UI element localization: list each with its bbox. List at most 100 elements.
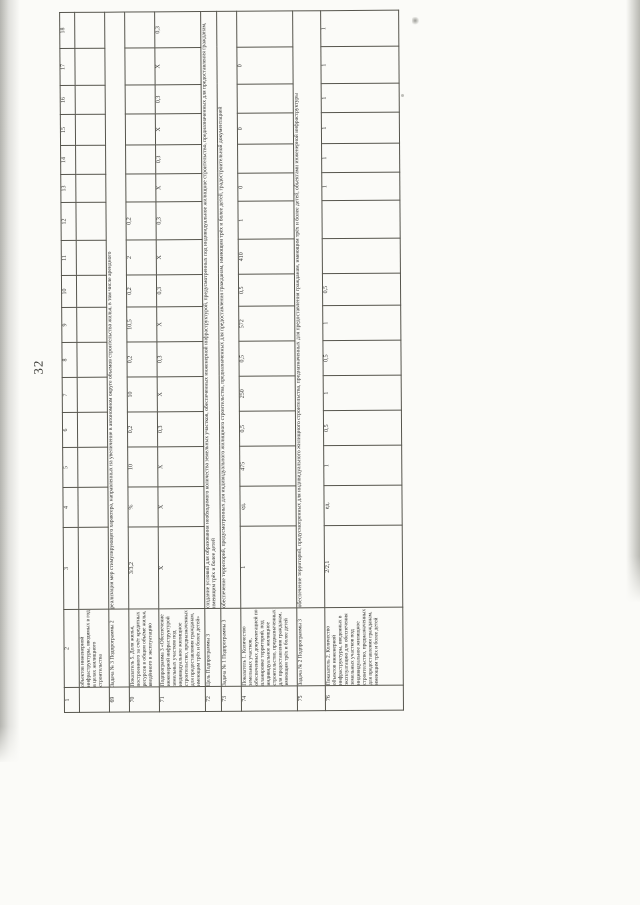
value-cell: 1 bbox=[321, 83, 400, 113]
value-cell: 1 bbox=[323, 375, 402, 411]
value-cell bbox=[76, 342, 108, 378]
column-number-cell: 1 bbox=[64, 687, 80, 713]
value-cell bbox=[125, 113, 156, 146]
value-cell: 572 bbox=[238, 305, 295, 342]
row-description-cell: Задача № 2 Подпрограммы 3 bbox=[296, 607, 326, 686]
value-cell: 0,3 bbox=[155, 84, 202, 114]
value-cell: Х bbox=[155, 113, 202, 145]
column-number-cell: 14 bbox=[60, 145, 76, 175]
value-cell: 0,5 bbox=[238, 340, 296, 377]
value-cell: 2/2,1 bbox=[324, 525, 403, 608]
value-cell: 0,2 bbox=[127, 411, 158, 448]
row-description-cell: Задача № 1 Подпрограммы 3 bbox=[220, 608, 242, 687]
value-cell: 0,5 bbox=[239, 410, 296, 447]
column-number-cell: 5 bbox=[62, 447, 78, 488]
rotated-sheet-content: 32 1 2 3 4 5 6 7 8 9 10 11 12 13 14 15 16 17 18 объектов и… bbox=[31, 10, 412, 713]
value-cell bbox=[77, 412, 108, 448]
column-number-cell: 3 bbox=[63, 527, 79, 610]
value-cell bbox=[78, 527, 109, 610]
column-number-cell: 7 bbox=[62, 377, 78, 413]
indicators-table: 1 2 3 4 5 6 7 8 9 10 11 12 13 14 15 16 17 18 объектов инже… bbox=[59, 10, 404, 713]
value-cell bbox=[75, 202, 107, 241]
value-cell: 0,5 bbox=[323, 410, 402, 446]
row-number-cell: 76 bbox=[325, 685, 404, 711]
scan-shadow-right-fade bbox=[624, 556, 640, 608]
value-cell: ед. bbox=[323, 485, 403, 526]
table-row: 74 Показатель 1. Количество земельных уча… bbox=[236, 10, 298, 712]
row-description-cell: Показатель 1. Количество земельных участ… bbox=[240, 607, 298, 687]
column-number-cell: 6 bbox=[62, 412, 78, 448]
row-number-cell bbox=[79, 687, 110, 713]
value-cell bbox=[237, 143, 294, 174]
row-number-cell: 75 bbox=[297, 685, 326, 711]
value-cell bbox=[76, 240, 107, 276]
value-cell: 1 bbox=[237, 200, 295, 240]
row-number-cell: 69 bbox=[109, 687, 130, 713]
value-cell bbox=[321, 200, 401, 239]
row-number-cell: 71 bbox=[159, 686, 206, 712]
table-row: 70 Показатель 5. Доля жилья, построенного… bbox=[124, 11, 160, 713]
value-cell: 1 bbox=[322, 305, 401, 341]
value-cell bbox=[125, 84, 156, 115]
value-cell: 3/3,2 bbox=[128, 526, 159, 610]
value-cell: 0,5 bbox=[238, 273, 295, 307]
value-cell bbox=[75, 85, 106, 115]
value-cell: 0,3 bbox=[156, 341, 204, 377]
row-number-cell: 72 bbox=[205, 686, 222, 712]
value-cell bbox=[74, 48, 106, 86]
column-number-cell: 17 bbox=[59, 48, 76, 86]
column-number-cell: 18 bbox=[59, 12, 75, 49]
value-cell bbox=[125, 144, 156, 175]
merged-text-cell: обеспечение территорий, предусмотренных … bbox=[292, 10, 325, 608]
value-cell: 0,2 bbox=[126, 341, 158, 378]
value-cell: 0,5 bbox=[322, 273, 401, 306]
value-cell: 0 bbox=[236, 46, 294, 85]
scan-shadow-left bbox=[0, 0, 20, 762]
value-cell: ед. bbox=[239, 485, 297, 527]
value-cell: Х bbox=[156, 306, 203, 342]
row-description-cell: Показатель 2. Количество объектов инжене… bbox=[324, 607, 404, 686]
scan-shadow-right bbox=[626, 0, 640, 604]
value-cell bbox=[75, 174, 106, 203]
scan-shadow-left-fade bbox=[0, 726, 24, 770]
scan-smudge-mark bbox=[412, 17, 419, 25]
column-number-cell: 13 bbox=[60, 174, 76, 203]
value-cell: Х bbox=[157, 486, 205, 527]
row-description-cell: Цель Подпрограммы 3 bbox=[204, 608, 222, 687]
value-cell: Х bbox=[158, 526, 205, 609]
page-number: 32 bbox=[30, 359, 46, 375]
value-cell: 475 bbox=[239, 445, 296, 487]
column-number-cell: 9 bbox=[61, 307, 77, 343]
value-cell: 0,3 bbox=[154, 11, 201, 48]
value-cell: 10 bbox=[127, 446, 158, 488]
value-cell bbox=[76, 307, 107, 343]
value-cell: 1 bbox=[321, 143, 400, 173]
value-cell bbox=[236, 10, 293, 48]
value-cell: Х bbox=[156, 239, 203, 275]
table-row: 76 Показатель 2. Количество объектов инже… bbox=[320, 10, 404, 711]
value-cell: 1 bbox=[240, 525, 297, 609]
value-cell: 0,3 bbox=[155, 201, 203, 240]
column-number-cell: 11 bbox=[61, 240, 77, 276]
column-number-cell: 16 bbox=[60, 85, 76, 115]
value-cell bbox=[77, 377, 108, 413]
row-number-cell: 74 bbox=[241, 685, 298, 712]
value-cell bbox=[76, 275, 107, 308]
value-cell: % bbox=[127, 486, 159, 528]
value-cell bbox=[77, 447, 108, 488]
value-cell: 1 bbox=[323, 445, 402, 486]
value-cell: 410 bbox=[238, 238, 295, 275]
value-cell bbox=[75, 145, 106, 175]
value-cell: Х bbox=[157, 376, 204, 412]
value-cell bbox=[237, 83, 294, 114]
value-cell: 10 bbox=[127, 376, 158, 413]
value-cell bbox=[75, 114, 106, 146]
row-description-cell: объектов инженерной инфраструктуры, ввод… bbox=[78, 609, 110, 688]
row-description-cell: Подпрограмма 3 «Обеспечение инженерной и… bbox=[158, 608, 206, 687]
value-cell: 10,5 bbox=[126, 306, 157, 343]
value-cell: 0,5 bbox=[322, 340, 402, 376]
value-cell: 2 bbox=[126, 239, 157, 276]
row-number-cell: 73 bbox=[221, 686, 242, 712]
value-cell: 0,3 bbox=[157, 411, 204, 447]
